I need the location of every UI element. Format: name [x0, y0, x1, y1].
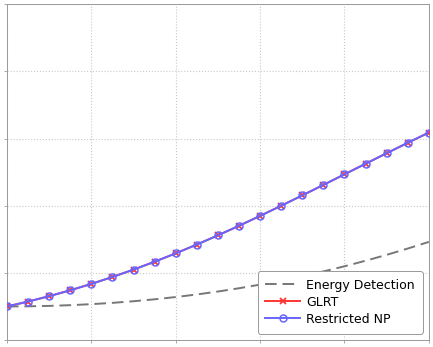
- Energy Detection: [342, 264, 347, 268]
- Restricted NP: [300, 193, 305, 197]
- Restricted NP: [110, 275, 115, 279]
- Energy Detection: [236, 286, 242, 290]
- Energy Detection: [110, 301, 115, 305]
- GLRT: [384, 151, 389, 155]
- GLRT: [68, 288, 73, 293]
- GLRT: [258, 214, 263, 218]
- GLRT: [321, 183, 326, 187]
- Restricted NP: [405, 141, 410, 145]
- GLRT: [363, 162, 368, 166]
- Energy Detection: [68, 303, 73, 307]
- Energy Detection: [321, 269, 326, 273]
- Restricted NP: [152, 260, 157, 264]
- GLRT: [236, 224, 242, 228]
- GLRT: [4, 304, 10, 308]
- GLRT: [426, 130, 431, 135]
- GLRT: [215, 233, 220, 237]
- Energy Detection: [215, 289, 220, 294]
- Restricted NP: [342, 172, 347, 176]
- Energy Detection: [152, 297, 157, 302]
- Restricted NP: [194, 243, 199, 247]
- Restricted NP: [89, 282, 94, 286]
- Restricted NP: [131, 268, 136, 272]
- Line: GLRT: GLRT: [3, 129, 432, 310]
- Energy Detection: [384, 253, 389, 257]
- Energy Detection: [26, 304, 31, 308]
- Legend: Energy Detection, GLRT, Restricted NP: Energy Detection, GLRT, Restricted NP: [258, 271, 423, 334]
- Energy Detection: [300, 274, 305, 278]
- GLRT: [89, 282, 94, 286]
- Restricted NP: [258, 214, 263, 218]
- Restricted NP: [215, 233, 220, 237]
- Energy Detection: [363, 259, 368, 263]
- GLRT: [300, 193, 305, 197]
- GLRT: [26, 299, 31, 304]
- Restricted NP: [236, 224, 242, 228]
- Restricted NP: [46, 294, 52, 298]
- Restricted NP: [278, 204, 284, 208]
- GLRT: [278, 204, 284, 208]
- Restricted NP: [4, 304, 10, 308]
- GLRT: [405, 141, 410, 145]
- Energy Detection: [46, 304, 52, 308]
- Energy Detection: [131, 299, 136, 303]
- Energy Detection: [405, 246, 410, 251]
- GLRT: [131, 268, 136, 272]
- GLRT: [46, 294, 52, 298]
- Energy Detection: [173, 295, 178, 299]
- GLRT: [152, 260, 157, 264]
- GLRT: [110, 275, 115, 279]
- Energy Detection: [426, 240, 431, 244]
- Energy Detection: [4, 304, 10, 308]
- Restricted NP: [26, 299, 31, 304]
- Energy Detection: [89, 302, 94, 306]
- Restricted NP: [321, 183, 326, 187]
- Restricted NP: [68, 288, 73, 293]
- Line: Restricted NP: Restricted NP: [3, 129, 432, 310]
- Energy Detection: [258, 282, 263, 287]
- Restricted NP: [426, 130, 431, 135]
- GLRT: [173, 251, 178, 255]
- GLRT: [194, 243, 199, 247]
- Energy Detection: [194, 293, 199, 297]
- Restricted NP: [363, 162, 368, 166]
- Line: Energy Detection: Energy Detection: [7, 242, 429, 306]
- Energy Detection: [278, 279, 284, 283]
- Restricted NP: [173, 251, 178, 255]
- Restricted NP: [384, 151, 389, 155]
- GLRT: [342, 172, 347, 176]
